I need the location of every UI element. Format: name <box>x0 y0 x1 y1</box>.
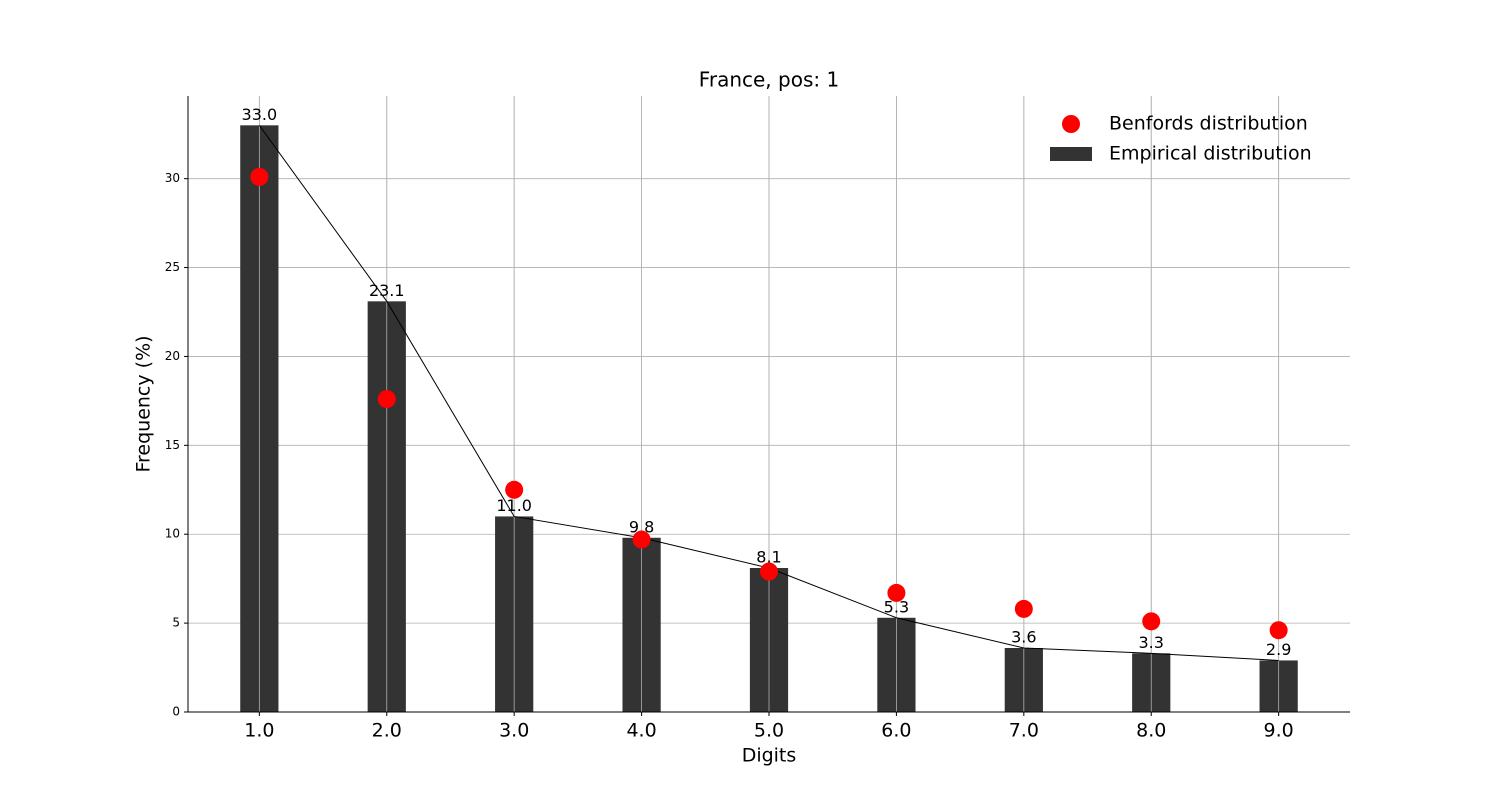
value-label: 3.6 <box>1011 628 1036 647</box>
x-tick-label: 6.0 <box>881 720 911 742</box>
point <box>505 480 524 499</box>
y-tick-label: 30 <box>165 171 180 185</box>
legend-label: Empirical distribution <box>1109 143 1312 165</box>
point <box>377 390 396 409</box>
value-label: 2.9 <box>1266 640 1291 659</box>
x-tick-label: 7.0 <box>1009 720 1039 742</box>
point <box>250 167 269 186</box>
legend-marker <box>1062 115 1080 133</box>
legend-marker <box>1050 147 1092 161</box>
x-tick-label: 3.0 <box>499 720 529 742</box>
y-tick-label: 5 <box>172 616 180 630</box>
value-label: 9.8 <box>629 517 654 536</box>
point <box>1014 599 1033 618</box>
y-tick-label: 0 <box>172 705 180 719</box>
y-tick-label: 10 <box>165 527 180 541</box>
value-label: 23.1 <box>369 281 405 300</box>
y-tick-label: 15 <box>165 438 180 452</box>
x-tick-label: 9.0 <box>1264 720 1294 742</box>
value-label: 8.1 <box>756 548 781 567</box>
x-axis-label: Digits <box>742 745 797 767</box>
y-axis-label: Frequency (%) <box>133 335 155 472</box>
x-tick-label: 4.0 <box>626 720 656 742</box>
value-label: 5.3 <box>884 597 909 616</box>
x-tick-label: 8.0 <box>1136 720 1166 742</box>
point <box>1269 621 1288 640</box>
point <box>1142 612 1161 631</box>
x-tick-label: 2.0 <box>372 720 402 742</box>
point <box>632 530 651 549</box>
legend-label: Benfords distribution <box>1109 113 1308 135</box>
y-tick-label: 20 <box>165 349 180 363</box>
value-label: 33.0 <box>242 105 278 124</box>
point <box>887 583 906 602</box>
x-tick-label: 5.0 <box>754 720 784 742</box>
value-label: 3.3 <box>1139 633 1164 652</box>
chart-title: France, pos: 1 <box>699 68 839 92</box>
x-tick-label: 1.0 <box>244 720 274 742</box>
point <box>760 562 778 581</box>
value-label: 11.0 <box>496 496 532 515</box>
y-tick-label: 25 <box>165 260 180 274</box>
